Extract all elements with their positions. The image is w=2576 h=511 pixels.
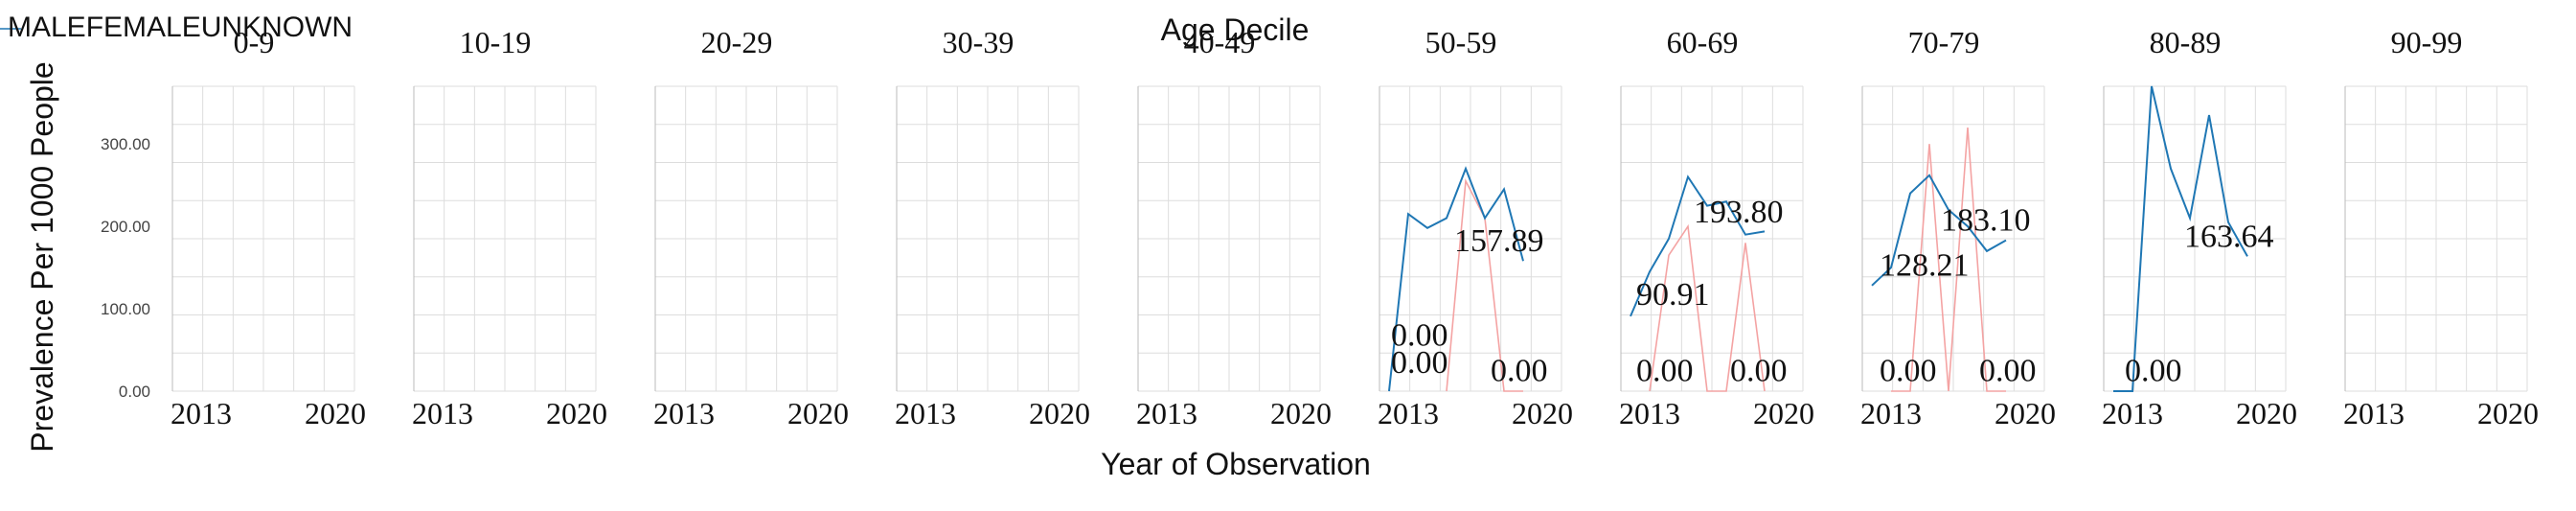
- x-tick-label: 2020: [2477, 396, 2539, 430]
- panel-60-69: 60-69 2013 2020 90.91 193.80 0.00 0.00: [1619, 25, 1814, 430]
- x-tick-label: 2013: [1378, 396, 1439, 430]
- y-tick-label: 0.00: [119, 383, 150, 401]
- x-tick-label: 2013: [1136, 396, 1197, 430]
- x-tick-label: 2020: [1029, 396, 1090, 430]
- panel-label: 0-9: [234, 25, 275, 59]
- x-tick-label: 2013: [2102, 396, 2163, 430]
- data-label: 183.10: [1941, 202, 2031, 238]
- panel-70-79: 70-79 2013 2020 128.21 183.10 0.00 0.00: [1860, 25, 2056, 430]
- panel-40-49: 40-49 2013 2020: [1136, 25, 1332, 430]
- x-tick-label: 2020: [2236, 396, 2297, 430]
- data-label: 193.80: [1694, 195, 1784, 230]
- x-tick-label: 2020: [1753, 396, 1814, 430]
- y-tick-label: 100.00: [101, 300, 150, 318]
- legend-entries: MALEFEMALEUNKNOWN: [8, 12, 353, 43]
- data-label: 0.00: [2125, 354, 2182, 389]
- x-tick-label: 2013: [1619, 396, 1680, 430]
- panel-label: 90-99: [2391, 25, 2463, 59]
- x-tick-label: 2013: [1860, 396, 1922, 430]
- panel-label: 50-59: [1425, 25, 1497, 59]
- x-tick-label: 2020: [1995, 396, 2056, 430]
- y-tick-label: 300.00: [101, 135, 150, 153]
- panel-0-9: 0-9 2013 2020: [171, 25, 366, 430]
- data-label: 90.91: [1636, 277, 1710, 313]
- data-label: 0.00: [1730, 354, 1788, 389]
- x-tick-label: 2013: [412, 396, 473, 430]
- x-tick-label: 2020: [546, 396, 607, 430]
- panel-label: 30-39: [943, 25, 1014, 59]
- data-label: 0.00: [1491, 354, 1548, 389]
- x-axis-label: Year of Observation: [1101, 447, 1371, 481]
- panel-label: 10-19: [460, 25, 532, 59]
- x-tick-label: 2013: [653, 396, 715, 430]
- x-tick-label: 2013: [895, 396, 956, 430]
- y-axis-label: Prevalence Per 1000 People: [25, 61, 59, 452]
- data-label: 157.89: [1454, 223, 1544, 259]
- x-tick-label: 2020: [787, 396, 849, 430]
- panel-90-99: 90-99 2013 2020: [2343, 25, 2539, 430]
- panel-30-39: 30-39 2013 2020: [895, 25, 1090, 430]
- x-tick-label: 2013: [2343, 396, 2405, 430]
- data-label: 128.21: [1880, 248, 1970, 284]
- panel-label: 60-69: [1667, 25, 1739, 59]
- x-tick-label: 2020: [305, 396, 366, 430]
- y-tick-label: 200.00: [101, 218, 150, 236]
- x-tick-label: 2013: [171, 396, 232, 430]
- x-tick-label: 2020: [1270, 396, 1332, 430]
- panel-label: 40-49: [1184, 25, 1256, 59]
- legend: MALEFEMALEUNKNOWN: [0, 12, 353, 43]
- data-label: 0.00: [1979, 354, 2037, 389]
- panel-20-29: 20-29 2013 2020: [653, 25, 849, 430]
- data-label: 0.00: [1636, 354, 1694, 389]
- data-label: 163.64: [2184, 220, 2274, 255]
- panel-label: 80-89: [2150, 25, 2222, 59]
- panel-80-89: 80-89 2013 2020 163.64 0.00: [2102, 25, 2297, 430]
- data-label: 0.00: [1880, 354, 1937, 389]
- panel-label: 20-29: [701, 25, 773, 59]
- y-axis-ticks: 0.00 100.00 200.00 300.00: [101, 135, 150, 401]
- data-label: 0.00: [1391, 345, 1448, 381]
- panel-label: 70-79: [1908, 25, 1980, 59]
- x-tick-label: 2020: [1512, 396, 1573, 430]
- panel-10-19: 10-19 2013 2020: [412, 25, 607, 430]
